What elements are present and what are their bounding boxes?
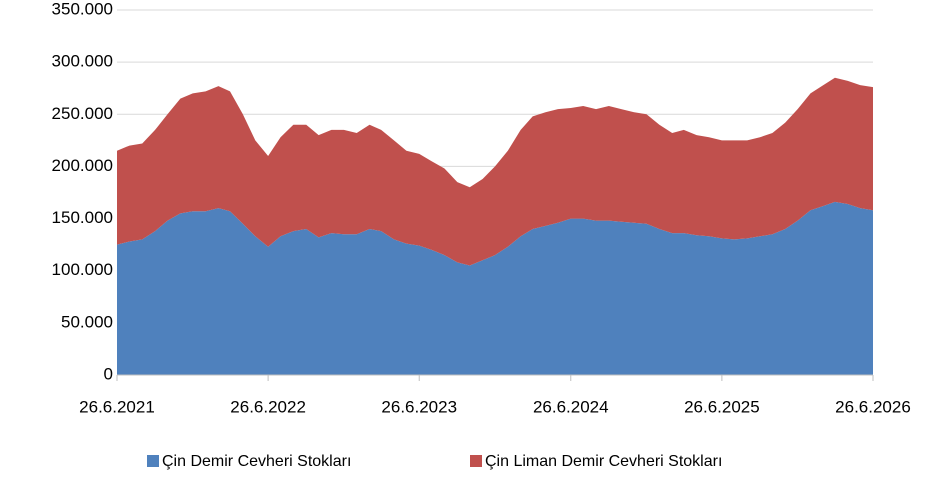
area (117, 77, 873, 266)
x-tick-label: 26.6.2021 (79, 397, 155, 416)
x-tick-label: 26.6.2026 (835, 397, 911, 416)
y-tick-label: 250.000 (52, 104, 113, 123)
x-tick-label: 26.6.2025 (684, 397, 760, 416)
y-tick-label: 100.000 (52, 260, 113, 279)
y-tick-label: 0 (104, 364, 113, 383)
y-tick-label: 150.000 (52, 208, 113, 227)
y-tick-label: 350.000 (52, 0, 113, 18)
y-tick-label: 300.000 (52, 52, 113, 71)
x-tick-label: 26.6.2024 (533, 397, 609, 416)
legend-label: Çin Liman Demir Cevheri Stokları (485, 453, 722, 470)
area (117, 201, 873, 375)
y-tick-label: 200.000 (52, 156, 113, 175)
legend-swatch (147, 455, 159, 467)
y-tick-label: 50.000 (61, 312, 113, 331)
legend-swatch (470, 455, 482, 467)
x-tick-label: 26.6.2022 (230, 397, 306, 416)
x-tick-label: 26.6.2023 (381, 397, 457, 416)
legend-label: Çin Demir Cevheri Stokları (162, 453, 351, 470)
